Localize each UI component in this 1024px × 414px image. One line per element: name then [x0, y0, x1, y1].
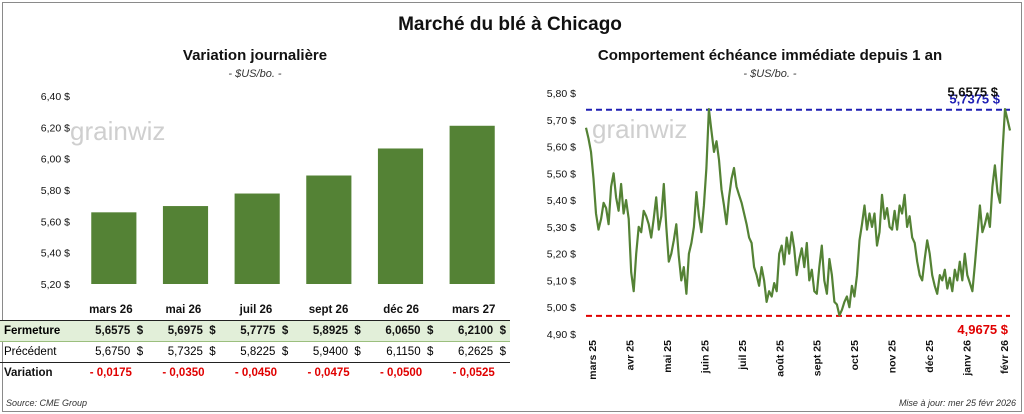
y-tick-label: 5,70 $ [547, 115, 576, 127]
table-cell: 6,2100 $ [437, 319, 510, 342]
price-line [584, 107, 1012, 317]
x-tick-label: févr 26 [999, 340, 1011, 374]
y-tick-label: 5,00 $ [547, 302, 576, 314]
x-tick-label: nov 25 [887, 340, 899, 373]
table-cell: 5,6575 $ [74, 319, 148, 342]
table-cell: 5,7325 $ [147, 341, 220, 363]
x-tick-label: août 25 [774, 340, 786, 377]
price-table: mars 26 mai 26 juil 26 sept 26 déc 26 ma… [0, 300, 510, 383]
table-cell: - 0,0500 [380, 366, 423, 379]
y-tick-label: 6,20 $ [41, 122, 70, 134]
y-tick-label: 5,80 $ [41, 185, 70, 197]
bar [306, 175, 352, 284]
y-tick-label: 6,40 $ [41, 91, 70, 103]
table-cell: 5,7775 $ [219, 319, 293, 342]
x-tick-label: janv 26 [962, 340, 974, 377]
line-chart: grainwiz 5,80 $ 5,70 $ 5,60 $ 5,50 $ 5,40 $ 5,… [547, 85, 1012, 380]
table-cell: 6,1150 $ [364, 341, 438, 363]
y-tick-label: 6,00 $ [41, 154, 70, 166]
bar-chart-title: Variation journalière [182, 47, 328, 64]
table-header-row: mars 26 mai 26 juil 26 sept 26 déc 26 ma… [0, 300, 510, 321]
line-chart-title: Comportement échéance immédiate depuis 1… [597, 47, 943, 64]
bar-chart: grainwiz 6,40 $ 6,20 $ 6,00 $ 5,80 $ 5,60 $ 5,… [41, 91, 495, 291]
bar [91, 212, 137, 284]
y-tick-label: 5,50 $ [547, 168, 576, 180]
table-cell: 5,6975 $ [147, 319, 220, 342]
update-note: Mise à jour: mer 25 févr 2026 [898, 398, 1016, 408]
x-tick-label: oct 25 [849, 340, 861, 371]
bar [377, 148, 424, 284]
line-chart-subtitle: - $US/bo. - [743, 68, 797, 80]
x-tick-label: juil 25 [737, 340, 749, 371]
table-cell: 5,8925 $ [292, 319, 365, 342]
source-note: Source: CME Group [6, 398, 88, 408]
y-tick-label: 5,20 $ [547, 249, 576, 261]
min-value-label: 4,9675 $ [957, 322, 1008, 337]
row-label: Variation [4, 366, 53, 379]
table-row-previous: Précédent 5,6750 $ 5,7325 $ 5,8225 $ 5,9… [0, 341, 510, 363]
y-tick-label: 5,30 $ [547, 222, 576, 234]
x-tick-label: avr 25 [624, 340, 636, 371]
x-tick-label: déc 25 [924, 340, 936, 373]
row-label: Fermeture [0, 319, 75, 342]
table-cell: - 0,0350 [162, 366, 205, 379]
table-cell: 5,6750 $ [74, 341, 148, 363]
table-header: mai 26 [147, 300, 220, 321]
table-cell: 5,8225 $ [219, 341, 293, 363]
bar [449, 125, 495, 285]
y-tick-label: 5,60 $ [41, 216, 70, 228]
last-value-label: 5,6575 $ [947, 85, 998, 100]
table-cell: - 0,0450 [234, 366, 278, 379]
table-cell: 6,0650 $ [364, 319, 438, 342]
y-tick-label: 5,60 $ [547, 142, 576, 154]
table-header: juil 26 [219, 300, 293, 321]
max-value-label: 5,7375 $ [949, 92, 1000, 107]
bar [162, 206, 209, 284]
table-cell: 5,9400 $ [292, 341, 365, 363]
table-header: mars 26 [74, 300, 148, 321]
x-tick-label: mai 25 [662, 340, 674, 373]
table-header: mars 27 [437, 300, 510, 321]
watermark-text: grainwiz [592, 114, 687, 144]
table-row-variation: Variation - 0,0175 - 0,0350 - 0,0450 - 0… [0, 362, 510, 383]
bar [234, 193, 280, 284]
table-header: déc 26 [364, 300, 438, 321]
main-title: Marché du blé à Chicago [398, 14, 622, 35]
y-tick-label: 4,90 $ [547, 329, 576, 341]
bar-chart-subtitle: - $US/bo. - [228, 68, 282, 80]
table-cell: - 0,0175 [89, 366, 132, 379]
y-tick-label: 5,20 $ [41, 279, 70, 291]
y-tick-label: 5,40 $ [547, 195, 576, 207]
y-tick-label: 5,80 $ [547, 88, 576, 100]
x-tick-label: mars 25 [587, 340, 599, 380]
y-tick-label: 5,40 $ [41, 248, 70, 260]
table-cell: - 0,0525 [452, 366, 495, 379]
row-label: Précédent [0, 341, 75, 363]
table-row-close: Fermeture 5,6575 $ 5,6975 $ 5,7775 $ 5,8… [0, 319, 510, 342]
y-tick-label: 5,10 $ [547, 275, 576, 287]
table-cell: 6,2625 $ [437, 341, 510, 363]
table-cell: - 0,0475 [307, 366, 350, 379]
x-tick-label: juin 25 [699, 340, 711, 374]
x-tick-label: sept 25 [812, 340, 824, 376]
watermark-text: grainwiz [70, 116, 165, 146]
table-header: sept 26 [292, 300, 365, 321]
